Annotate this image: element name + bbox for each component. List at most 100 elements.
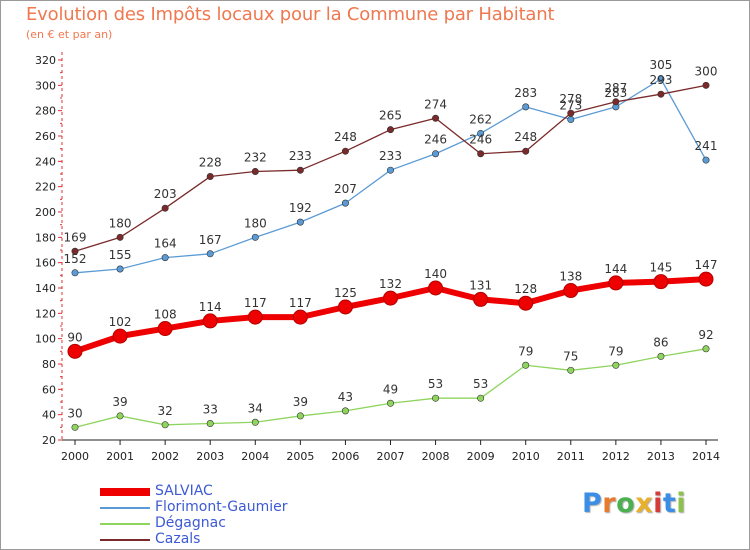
point-cazals-2003 bbox=[206, 173, 214, 181]
label-cazals-2000: 169 bbox=[64, 230, 87, 244]
point-d-gagnac-2007 bbox=[386, 399, 394, 407]
y-tick-label-280: 280 bbox=[35, 105, 56, 118]
label-d-gagnac-2010: 79 bbox=[518, 344, 533, 358]
y-tick-label-240: 240 bbox=[35, 155, 56, 168]
label-d-gagnac-2012: 79 bbox=[608, 344, 623, 358]
point-d-gagnac-2005 bbox=[296, 412, 304, 420]
point-florimont-gaumier-2002 bbox=[161, 254, 169, 262]
x-tick-label-2000: 2000 bbox=[61, 450, 89, 463]
chart-title: Evolution des Impôts locaux pour la Comm… bbox=[26, 4, 555, 25]
label-cazals-2010: 248 bbox=[514, 130, 537, 144]
label-florimont-gaumier-2006: 207 bbox=[334, 182, 357, 196]
point-d-gagnac-2009 bbox=[477, 394, 485, 402]
label-florimont-gaumier-2009: 262 bbox=[469, 112, 492, 126]
label-d-gagnac-2011: 75 bbox=[563, 349, 578, 363]
x-tick-label-2001: 2001 bbox=[106, 450, 134, 463]
label-cazals-2013: 293 bbox=[649, 73, 672, 87]
legend-swatch-salviac bbox=[100, 488, 150, 496]
x-tick-label-2013: 2013 bbox=[647, 450, 675, 463]
label-salviac-2009: 131 bbox=[469, 278, 492, 292]
point-d-gagnac-2001 bbox=[116, 412, 124, 420]
point-salviac-2002 bbox=[157, 321, 173, 337]
y-tick-label-220: 220 bbox=[35, 181, 56, 194]
label-salviac-2005: 117 bbox=[289, 296, 312, 310]
point-d-gagnac-2012 bbox=[612, 361, 620, 369]
label-cazals-2011: 278 bbox=[559, 92, 582, 106]
label-cazals-2007: 265 bbox=[379, 109, 402, 123]
point-salviac-2003 bbox=[202, 313, 218, 329]
point-salviac-2009 bbox=[473, 291, 489, 307]
label-cazals-2002: 203 bbox=[154, 187, 177, 201]
point-florimont-gaumier-2005 bbox=[296, 218, 304, 226]
point-salviac-2011 bbox=[563, 283, 579, 299]
point-cazals-2008 bbox=[432, 114, 440, 122]
label-florimont-gaumier-2003: 167 bbox=[199, 233, 222, 247]
point-salviac-2004 bbox=[247, 309, 263, 325]
x-tick-label-2014: 2014 bbox=[692, 450, 720, 463]
point-cazals-2014 bbox=[702, 81, 710, 89]
label-florimont-gaumier-2000: 152 bbox=[64, 252, 87, 266]
point-cazals-2007 bbox=[386, 126, 394, 134]
point-cazals-2010 bbox=[522, 147, 530, 155]
logo-letter: P bbox=[582, 488, 603, 519]
point-cazals-2009 bbox=[477, 150, 485, 158]
point-d-gagnac-2008 bbox=[432, 394, 440, 402]
point-cazals-2013 bbox=[657, 90, 665, 98]
x-tick-label-2008: 2008 bbox=[422, 450, 450, 463]
x-tick-label-2004: 2004 bbox=[241, 450, 269, 463]
logo-letter: o bbox=[616, 488, 636, 519]
label-salviac-2010: 128 bbox=[514, 282, 537, 296]
point-salviac-2014 bbox=[698, 271, 714, 287]
label-cazals-2006: 248 bbox=[334, 130, 357, 144]
x-tick-label-2011: 2011 bbox=[557, 450, 585, 463]
label-florimont-gaumier-2005: 192 bbox=[289, 201, 312, 215]
label-salviac-2012: 144 bbox=[604, 262, 627, 276]
logo-letter: t bbox=[662, 488, 677, 519]
point-cazals-2011 bbox=[567, 109, 575, 117]
label-d-gagnac-2004: 34 bbox=[248, 401, 263, 415]
legend-swatch-florimont-gaumier bbox=[100, 507, 150, 509]
point-d-gagnac-2006 bbox=[341, 407, 349, 415]
chart-subtitle: (en € et par an) bbox=[26, 28, 113, 41]
y-tick-label-100: 100 bbox=[35, 333, 56, 346]
legend-label-salviac: SALVIAC bbox=[155, 483, 213, 499]
label-salviac-2011: 138 bbox=[559, 270, 582, 284]
x-tick-label-2006: 2006 bbox=[331, 450, 359, 463]
x-tick-label-2012: 2012 bbox=[602, 450, 630, 463]
point-florimont-gaumier-2000 bbox=[71, 269, 79, 277]
label-florimont-gaumier-2012: 283 bbox=[604, 86, 627, 100]
label-cazals-2005: 233 bbox=[289, 149, 312, 163]
point-salviac-2006 bbox=[337, 299, 353, 315]
point-salviac-2001 bbox=[112, 328, 128, 344]
label-salviac-2006: 125 bbox=[334, 286, 357, 300]
logo-letter: x bbox=[635, 488, 654, 519]
label-cazals-2001: 180 bbox=[109, 216, 132, 230]
label-florimont-gaumier-2014: 241 bbox=[695, 139, 718, 153]
label-salviac-2008: 140 bbox=[424, 267, 447, 281]
label-cazals-2009: 246 bbox=[469, 133, 492, 147]
proxiti-logo: Proxiti bbox=[582, 488, 686, 519]
label-salviac-2013: 145 bbox=[649, 261, 672, 275]
logo-letter: r bbox=[602, 488, 617, 519]
point-d-gagnac-2010 bbox=[522, 361, 530, 369]
legend-label-cazals: Cazals bbox=[155, 531, 201, 547]
y-tick-label-260: 260 bbox=[35, 130, 56, 143]
x-tick-label-2009: 2009 bbox=[467, 450, 495, 463]
label-cazals-2014: 300 bbox=[695, 64, 718, 78]
point-cazals-2012 bbox=[612, 98, 620, 106]
point-salviac-2008 bbox=[428, 280, 444, 296]
label-salviac-2007: 132 bbox=[379, 277, 402, 291]
point-d-gagnac-2014 bbox=[702, 345, 710, 353]
logo-letter: i bbox=[653, 488, 663, 519]
label-d-gagnac-2013: 86 bbox=[653, 335, 668, 349]
logo-letter: i bbox=[676, 488, 687, 519]
label-cazals-2012: 287 bbox=[604, 81, 627, 95]
point-cazals-2002 bbox=[161, 204, 169, 212]
point-salviac-2000 bbox=[67, 343, 83, 359]
legend-swatch-d-gagnac bbox=[100, 523, 150, 525]
label-salviac-2001: 102 bbox=[109, 315, 132, 329]
legend-swatch-cazals bbox=[100, 539, 150, 541]
point-cazals-2001 bbox=[116, 233, 124, 241]
point-salviac-2005 bbox=[292, 309, 308, 325]
